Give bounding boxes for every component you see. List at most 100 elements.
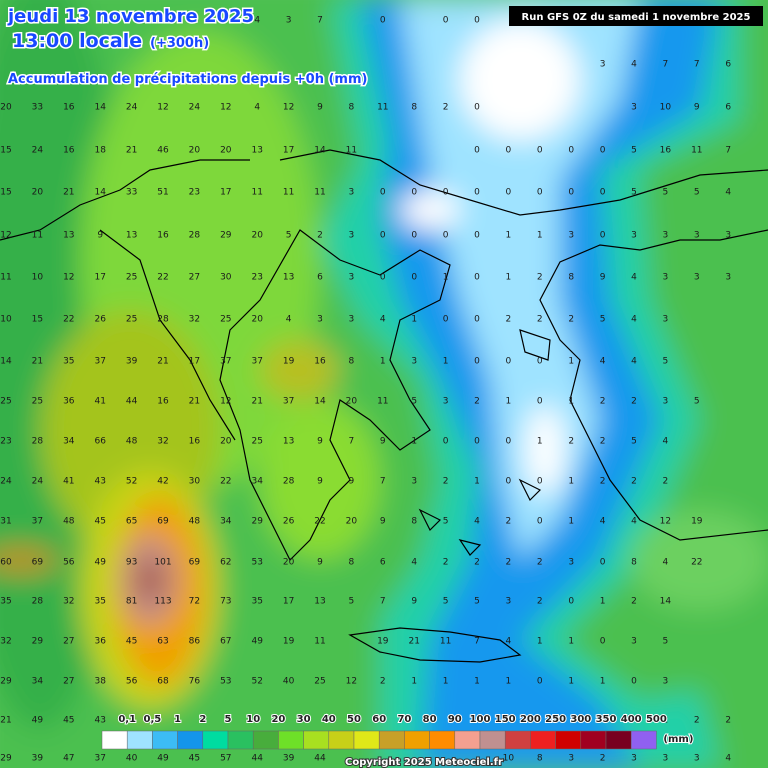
grid-value: 5 <box>286 231 292 241</box>
grid-value: 4 <box>631 273 637 283</box>
grid-value: 9 <box>317 437 323 447</box>
grid-value: 67 <box>220 637 231 647</box>
grid-value: 2 <box>443 477 449 487</box>
grid-value: 5 <box>631 146 637 156</box>
grid-value: 0 <box>600 558 606 568</box>
grid-value: 24 <box>0 477 12 487</box>
grid-value: 5 <box>631 188 637 198</box>
grid-value: 1 <box>443 357 449 367</box>
grid-value: 25 <box>126 273 137 283</box>
grid-value: 20 <box>283 558 295 568</box>
grid-value: 7 <box>380 477 386 487</box>
grid-value: 0 <box>380 188 386 198</box>
grid-value: 32 <box>157 437 168 447</box>
grid-value: 7 <box>380 597 386 607</box>
grid-value: 43 <box>94 716 105 726</box>
subtitle: Accumulation de précipitations depuis +0… <box>8 72 367 87</box>
grid-value: 14 <box>94 103 106 113</box>
grid-value: 3 <box>631 231 637 241</box>
grid-value: 5 <box>443 517 449 527</box>
grid-value: 53 <box>251 558 262 568</box>
legend-swatch <box>454 730 481 750</box>
grid-value: 3 <box>286 16 292 26</box>
grid-value: 29 <box>251 517 263 527</box>
grid-value: 0 <box>506 188 512 198</box>
grid-value: 33 <box>126 188 137 198</box>
grid-value: 0 <box>537 677 543 687</box>
grid-value: 29 <box>220 231 232 241</box>
grid-value: 21 <box>408 637 419 647</box>
legend: 0,1 0,5 1 2 5 10 20 30 40 50 60 70 80 90 100 150 200 250 3… <box>101 713 694 750</box>
grid-value: 0 <box>443 231 449 241</box>
grid-value: 3 <box>663 397 669 407</box>
grid-value: 33 <box>32 103 43 113</box>
grid-value: 28 <box>189 231 201 241</box>
grid-value: 9 <box>317 103 323 113</box>
legend-label: 20 <box>271 714 285 725</box>
grid-value: 2 <box>600 477 606 487</box>
legend-label: 100 <box>470 714 491 725</box>
grid-value: 3 <box>631 103 637 113</box>
grid-value: 16 <box>314 357 326 367</box>
grid-value: 7 <box>474 637 480 647</box>
legend-label: 80 <box>423 714 437 725</box>
grid-value: 29 <box>0 677 12 687</box>
legend-label: 350 <box>596 714 617 725</box>
grid-value: 2 <box>537 315 543 325</box>
grid-value: 5 <box>663 637 669 647</box>
grid-value: 8 <box>349 357 355 367</box>
grid-value: 37 <box>32 517 43 527</box>
grid-value: 11 <box>440 637 451 647</box>
grid-value: 48 <box>126 437 138 447</box>
grid-value: 0 <box>474 315 480 325</box>
grid-value: 11 <box>0 273 11 283</box>
grid-value: 19 <box>283 637 295 647</box>
legend-label: 60 <box>372 714 386 725</box>
grid-value: 20 <box>346 517 358 527</box>
grid-value: 4 <box>254 103 260 113</box>
grid-value: 21 <box>126 146 137 156</box>
legend-swatch <box>378 730 405 750</box>
legend-swatch <box>227 730 254 750</box>
legend-swatch <box>303 730 330 750</box>
grid-value: 10 <box>0 315 12 325</box>
grid-value: 49 <box>251 637 263 647</box>
grid-value: 39 <box>283 754 295 764</box>
grid-value: 4 <box>663 437 669 447</box>
grid-value: 0 <box>411 188 417 198</box>
grid-value: 34 <box>32 677 44 687</box>
grid-value: 17 <box>94 273 105 283</box>
grid-value: 29 <box>0 754 12 764</box>
grid-value: 0 <box>380 231 386 241</box>
grid-value: 2 <box>631 597 637 607</box>
grid-value: 0 <box>537 397 543 407</box>
grid-value: 2 <box>663 716 669 726</box>
grid-value: 5 <box>663 357 669 367</box>
grid-value: 1 <box>474 677 480 687</box>
grid-value: 11 <box>283 188 294 198</box>
grid-value: 3 <box>694 273 700 283</box>
grid-value: 0 <box>600 637 606 647</box>
grid-value: 5 <box>663 188 669 198</box>
grid-value: 32 <box>0 637 11 647</box>
grid-value: 1 <box>568 677 574 687</box>
grid-value: 0 <box>537 146 543 156</box>
grid-value: 22 <box>220 477 231 487</box>
legend-swatch <box>202 730 229 750</box>
grid-value: 5 <box>600 315 606 325</box>
run-info: Run GFS 0Z du samedi 1 novembre 2025 <box>522 12 751 23</box>
grid-value: 41 <box>94 397 105 407</box>
grid-value: 20 <box>220 146 232 156</box>
grid-value: 14 <box>660 597 672 607</box>
grid-value: 21 <box>189 397 200 407</box>
grid-value: 1 <box>506 397 512 407</box>
grid-value: 11 <box>691 146 702 156</box>
grid-value: 52 <box>126 477 137 487</box>
grid-value: 9 <box>694 103 700 113</box>
grid-value: 11 <box>314 188 325 198</box>
grid-value: 37 <box>251 357 262 367</box>
grid-value: 22 <box>314 517 325 527</box>
grid-value: 13 <box>283 273 294 283</box>
grid-value: 15 <box>0 146 11 156</box>
